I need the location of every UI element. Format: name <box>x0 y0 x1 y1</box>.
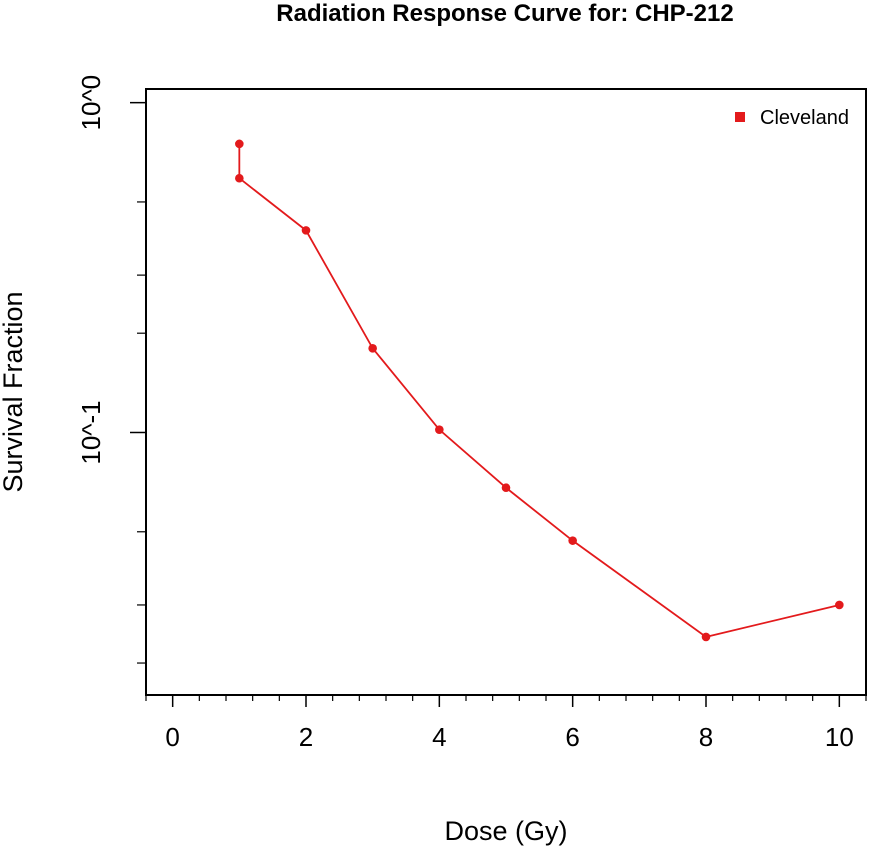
data-point-0 <box>235 139 244 149</box>
x-tick-label-2: 4 <box>432 722 446 752</box>
data-point-1 <box>235 173 244 183</box>
data-point-8 <box>835 600 844 610</box>
y-axis: 10^-1 10^0 <box>76 75 146 664</box>
data-point-4 <box>435 425 444 434</box>
chart-title: Radiation Response Curve for: CHP-212 <box>276 0 733 27</box>
x-axis: 0 2 4 6 8 10 <box>145 695 867 752</box>
legend-label-cleveland: Cleveland <box>760 107 849 129</box>
x-tick-label-0: 0 <box>165 722 179 752</box>
data-point-2 <box>301 226 311 235</box>
series-line-0 <box>238 143 840 638</box>
data-point-5 <box>501 483 511 493</box>
x-tick-label-1: 2 <box>299 722 313 752</box>
y-tick-label-0: 10^-1 <box>76 400 106 464</box>
x-axis-label: Dose (Gy) <box>444 816 567 846</box>
y-axis-label: Survival Fraction <box>0 291 28 492</box>
y-tick-label-1: 10^0 <box>76 75 106 131</box>
legend: Cleveland <box>735 107 849 129</box>
data-point-3 <box>368 343 377 353</box>
x-tick-label-3: 6 <box>565 722 579 752</box>
x-tick-label-4: 8 <box>699 722 713 752</box>
plot-frame <box>145 88 867 696</box>
data-point-6 <box>568 536 577 545</box>
x-tick-label-5: 10 <box>825 722 854 752</box>
legend-swatch-cleveland <box>735 112 745 122</box>
data-point-7 <box>701 632 711 642</box>
series-layer <box>235 139 844 642</box>
